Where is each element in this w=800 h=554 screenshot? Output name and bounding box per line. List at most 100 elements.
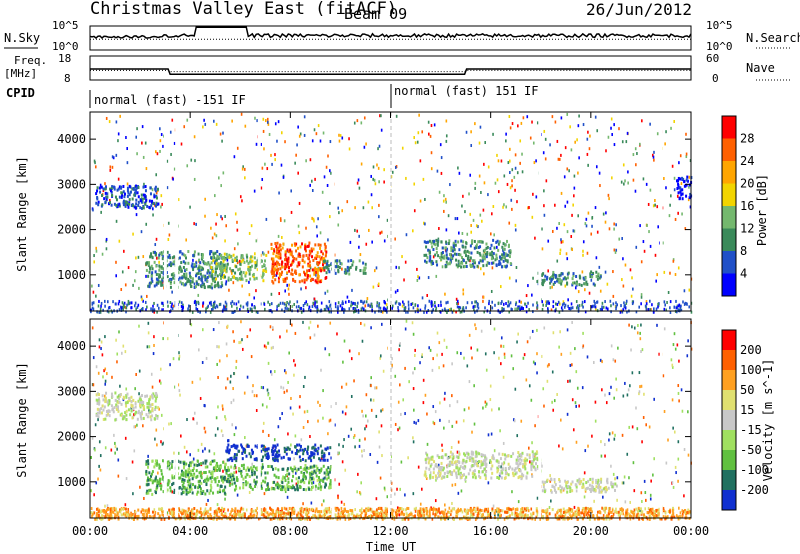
near-range-cell (91, 302, 94, 306)
region-cell (101, 203, 104, 207)
scatter-cell (327, 238, 329, 242)
scatter-cell (534, 454, 536, 458)
scatter-cell (412, 387, 415, 391)
near-range-cell (162, 303, 165, 307)
region-cell (138, 397, 141, 401)
scatter-cell (111, 375, 113, 379)
region-cell (443, 254, 446, 258)
near-range-cell (320, 301, 323, 305)
scatter-cell (494, 181, 497, 185)
scatter-cell (543, 326, 546, 330)
scatter-cell (383, 168, 385, 172)
region-cell (183, 478, 186, 482)
near-range-cell (187, 307, 189, 311)
near-range-cell (127, 302, 130, 306)
scatter-cell (173, 167, 176, 171)
scatter-cell (170, 152, 172, 156)
region-cell (294, 269, 297, 273)
region-cell (325, 265, 328, 269)
region-cell (171, 476, 174, 480)
region-cell (358, 259, 361, 263)
scatter-cell (135, 372, 137, 376)
scatter-cell (542, 151, 545, 155)
scatter-cell (451, 362, 453, 366)
region-cell (317, 263, 320, 267)
near-range-cell (624, 304, 626, 308)
near-range-cell (242, 305, 245, 309)
near-range-cell (489, 310, 491, 314)
region-cell (128, 198, 131, 202)
scatter-cell (348, 349, 351, 353)
near-range-cell (160, 301, 163, 305)
region-cell (501, 253, 504, 257)
scatter-cell (599, 289, 602, 293)
region-cell (326, 265, 329, 269)
region-cell (427, 461, 430, 465)
region-cell (300, 479, 303, 483)
scatter-cell (441, 265, 444, 269)
region-cell (123, 192, 126, 196)
region-cell (348, 268, 351, 272)
region-cell (234, 446, 237, 450)
region-cell (575, 282, 578, 286)
region-cell (531, 474, 534, 478)
region-cell (541, 283, 544, 287)
scatter-cell (217, 375, 219, 379)
scatter-cell (297, 125, 299, 129)
scatter-cell (216, 362, 218, 366)
region-cell (491, 256, 494, 260)
scatter-cell (97, 477, 99, 481)
scatter-cell (102, 189, 105, 193)
near-range-cell (476, 304, 479, 308)
scatter-cell (577, 290, 580, 294)
scatter-cell (581, 270, 584, 274)
region-cell (294, 488, 297, 492)
region-cell (110, 392, 113, 396)
scatter-cell (593, 499, 595, 503)
region-cell (221, 489, 224, 493)
colorbar-swatch (722, 273, 736, 296)
scatter-cell (231, 271, 233, 275)
region-cell (155, 463, 158, 467)
region-cell (264, 471, 267, 475)
near-range-cell (127, 299, 130, 303)
region-cell (326, 477, 329, 481)
region-cell (266, 452, 269, 456)
scatter-cell (415, 421, 417, 425)
region-cell (425, 260, 428, 264)
scatter-cell (236, 493, 239, 497)
region-cell (286, 262, 289, 266)
scatter-cell (361, 449, 363, 453)
scatter-cell (329, 169, 331, 173)
scatter-cell (398, 426, 401, 430)
scatter-cell (631, 325, 633, 329)
near-range-cell (557, 300, 560, 304)
region-cell (204, 459, 207, 463)
region-cell (482, 253, 485, 257)
region-cell (125, 418, 128, 422)
region-cell (184, 283, 187, 287)
region-cell (230, 278, 233, 282)
scatter-cell (118, 330, 120, 334)
region-cell (153, 394, 156, 398)
region-cell (324, 245, 327, 249)
region-cell (193, 463, 196, 467)
scatter-cell (253, 394, 256, 398)
region-cell (502, 255, 505, 259)
region-cell (198, 276, 201, 280)
scatter-cell (439, 143, 442, 147)
scatter-cell (360, 321, 362, 325)
region-cell (546, 275, 549, 279)
region-cell (238, 449, 241, 453)
scatter-cell (622, 163, 625, 167)
region-cell (162, 272, 165, 276)
scatter-cell (681, 409, 684, 413)
region-cell (161, 475, 164, 479)
region-cell (250, 448, 253, 452)
scatter-cell (672, 426, 674, 430)
scatter-cell (125, 136, 127, 140)
region-cell (435, 260, 438, 264)
region-cell (195, 261, 198, 265)
near-range-cell (552, 300, 555, 304)
region-cell (160, 484, 163, 488)
